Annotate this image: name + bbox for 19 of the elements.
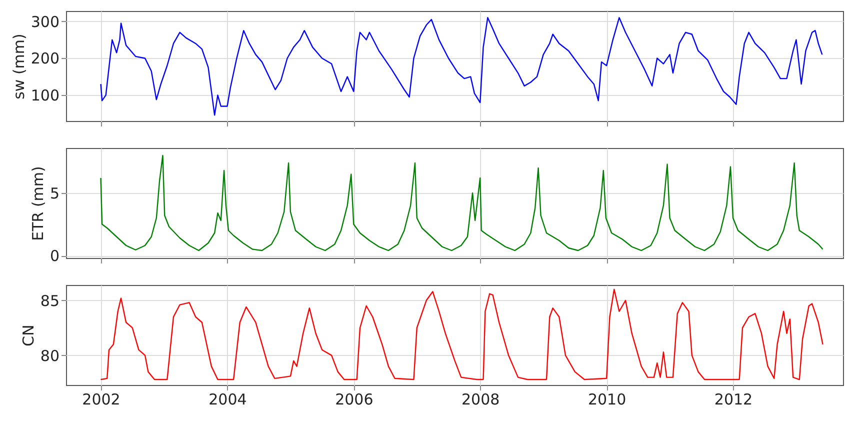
x-tick-label: 2002 xyxy=(82,390,120,408)
line-series xyxy=(100,288,824,380)
x-tick-label: 2006 xyxy=(335,390,374,408)
y-tick-label: 200 xyxy=(30,50,60,68)
y-tick-label: 80 xyxy=(40,346,60,365)
y-tick-label: 100 xyxy=(30,86,60,105)
line-series xyxy=(100,154,824,252)
x-tick-label: 2004 xyxy=(208,390,247,408)
x-tick-label: 2010 xyxy=(588,390,626,408)
y-axis-title: ETR (mm) xyxy=(28,166,47,241)
x-tick-label: 2012 xyxy=(714,390,753,408)
y-tick-label: 5 xyxy=(50,184,60,202)
y-tick-label: 85 xyxy=(40,292,60,310)
x-tick-label: 2008 xyxy=(462,390,500,408)
y-axis-title: CN xyxy=(19,324,38,346)
y-tick-label: 300 xyxy=(30,12,60,31)
y-axis-title: sw (mm) xyxy=(10,34,28,100)
y-tick-label: 0 xyxy=(50,247,60,265)
line-series xyxy=(100,17,823,116)
